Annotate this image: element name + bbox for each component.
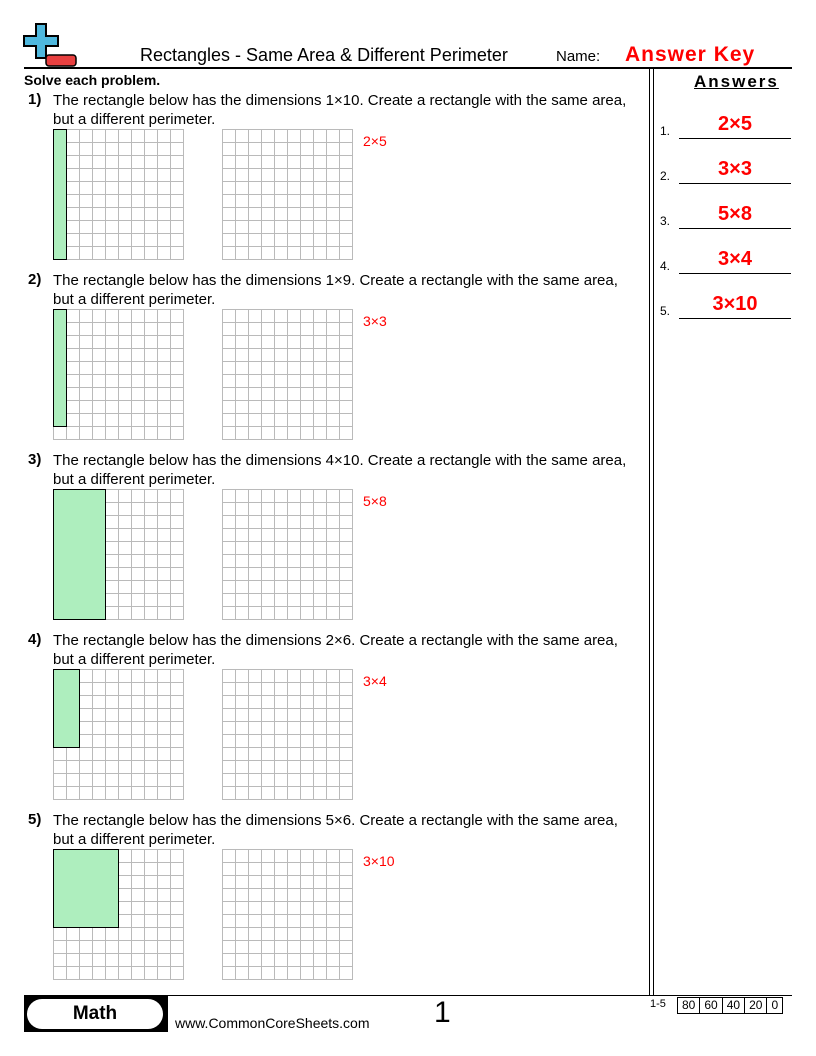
problem-number: 5) — [28, 811, 42, 828]
answer-line[interactable] — [679, 273, 791, 274]
site-url[interactable]: www.CommonCoreSheets.com — [175, 1015, 370, 1031]
problem-text: The rectangle below has the dimensions 4… — [53, 452, 627, 488]
column-divider — [653, 68, 654, 995]
answer-hint: 3×3 — [363, 313, 387, 329]
column-divider — [649, 68, 650, 995]
given-grid — [53, 129, 184, 260]
score-cell: 0 — [766, 998, 782, 1013]
problem-text: The rectangle below has the dimensions 5… — [53, 812, 618, 848]
answer-line[interactable] — [679, 228, 791, 229]
given-rectangle — [53, 309, 67, 427]
answer-grid[interactable] — [222, 669, 353, 800]
answer-line[interactable] — [679, 183, 791, 184]
answer-number: 2. — [660, 169, 671, 183]
answer-number: 1. — [660, 124, 671, 138]
answer-number: 3. — [660, 214, 671, 228]
score-cell: 60 — [699, 998, 721, 1013]
subject-label: Math — [27, 999, 163, 1029]
answer-grid[interactable] — [222, 489, 353, 620]
given-rectangle — [53, 849, 119, 928]
given-rectangle — [53, 669, 80, 748]
answer-hint: 2×5 — [363, 133, 387, 149]
answer-line[interactable] — [679, 138, 791, 139]
problem-number: 4) — [28, 631, 42, 648]
instructions: Solve each problem. — [24, 72, 161, 88]
score-cell: 20 — [744, 998, 766, 1013]
name-label: Name: — [556, 48, 601, 65]
problem-text: The rectangle below has the dimensions 1… — [53, 92, 627, 128]
answer-value: 2×5 — [718, 113, 752, 135]
given-rectangle — [53, 489, 106, 620]
page-title: Rectangles - Same Area & Different Perim… — [140, 45, 508, 65]
score-range-label: 1-5 — [650, 998, 666, 1010]
answer-grid[interactable] — [222, 309, 353, 440]
answer-value: 3×10 — [712, 293, 758, 315]
answer-hint: 3×4 — [363, 673, 387, 689]
answer-key-label: Answer Key — [625, 43, 756, 66]
problem-text: The rectangle below has the dimensions 2… — [53, 632, 618, 668]
problem-text: The rectangle below has the dimensions 1… — [53, 272, 618, 308]
given-rectangle — [53, 129, 67, 260]
answer-line[interactable] — [679, 318, 791, 319]
answer-hint: 5×8 — [363, 493, 387, 509]
page-number: 1 — [434, 996, 451, 1029]
answer-number: 4. — [660, 259, 671, 273]
answer-hint: 3×10 — [363, 853, 395, 869]
given-grid — [53, 309, 184, 440]
answers-heading: Answers — [694, 72, 779, 91]
answer-grid[interactable] — [222, 129, 353, 260]
answer-value: 5×8 — [718, 203, 752, 225]
score-cell: 80 — [682, 998, 696, 1012]
problem-number: 2) — [28, 271, 42, 288]
problem-number: 3) — [28, 451, 42, 468]
score-cell: 40 — [721, 998, 744, 1013]
score-table: 80 60 40 20 0 — [677, 997, 784, 1014]
footer-divider — [24, 995, 792, 996]
answer-value: 3×3 — [718, 158, 752, 180]
logo-icon — [23, 23, 77, 67]
header-divider — [24, 67, 792, 69]
answer-grid[interactable] — [222, 849, 353, 980]
answer-value: 3×4 — [718, 248, 752, 270]
problem-number: 1) — [28, 91, 42, 108]
answer-number: 5. — [660, 304, 671, 318]
